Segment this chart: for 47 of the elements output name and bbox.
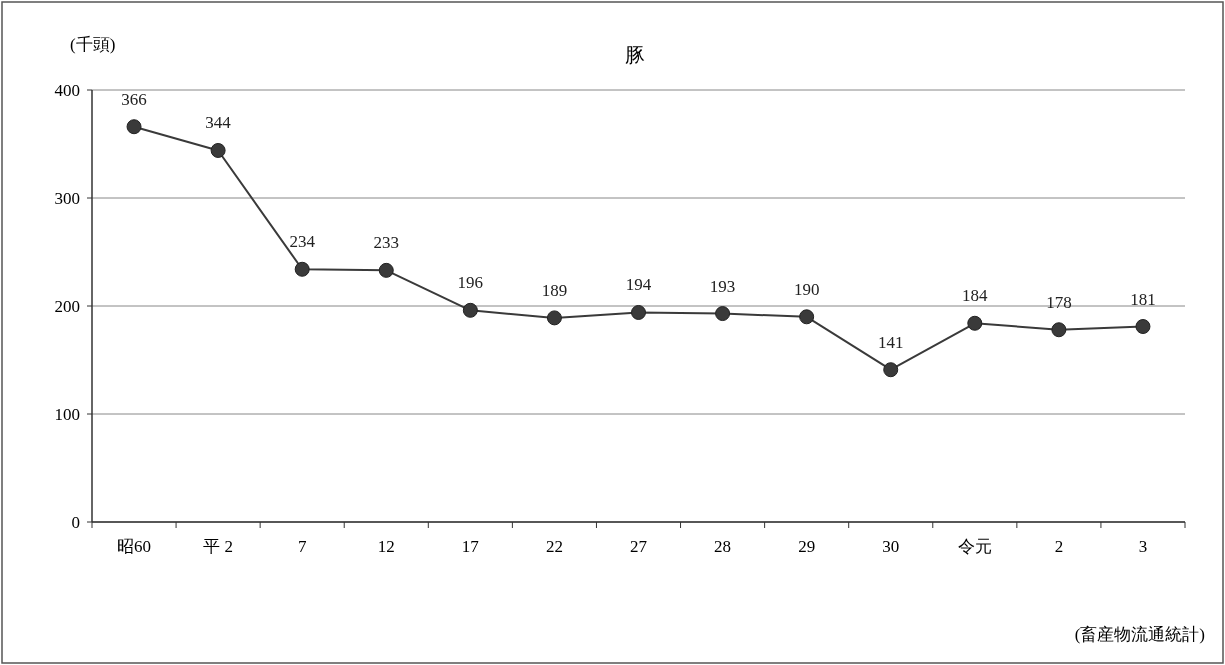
data-label: 178 bbox=[1046, 292, 1072, 312]
x-tick-label: 17 bbox=[461, 537, 480, 556]
data-label: 141 bbox=[877, 332, 904, 352]
data-label: 189 bbox=[541, 280, 568, 300]
data-label: 193 bbox=[709, 276, 736, 296]
data-label: 194 bbox=[625, 275, 652, 295]
data-label: 233 bbox=[373, 233, 400, 253]
point bbox=[967, 315, 983, 331]
x-tick-label: 令元 bbox=[957, 537, 992, 556]
x-tick-label: 30 bbox=[882, 537, 900, 556]
x-tick-label: 12 bbox=[377, 537, 395, 556]
y-tick-label: 200 bbox=[54, 296, 80, 316]
point bbox=[1135, 319, 1151, 335]
y-tick-label: 400 bbox=[54, 80, 80, 100]
point bbox=[294, 261, 310, 277]
y-tick-label: 0 bbox=[71, 512, 80, 532]
data-label: 344 bbox=[205, 113, 232, 133]
chart-title: 豚 bbox=[625, 44, 645, 66]
x-tick-label: 2 bbox=[1054, 537, 1064, 556]
data-label: 181 bbox=[1130, 289, 1156, 309]
x-tick-label: 3 bbox=[1138, 537, 1148, 556]
x-tick-label: 22 bbox=[545, 537, 563, 556]
data-label: 190 bbox=[793, 279, 820, 299]
data-label: 184 bbox=[962, 286, 989, 306]
point bbox=[546, 310, 562, 326]
point bbox=[631, 304, 646, 320]
point bbox=[126, 119, 142, 135]
data-label: 234 bbox=[289, 232, 316, 252]
point bbox=[462, 302, 478, 318]
point bbox=[1051, 322, 1067, 338]
data-label: 196 bbox=[457, 273, 484, 293]
y-tick-label: 300 bbox=[54, 188, 80, 208]
x-tick-label: 29 bbox=[798, 537, 816, 556]
data-label: 366 bbox=[121, 89, 147, 109]
point bbox=[715, 306, 731, 322]
point bbox=[799, 309, 815, 325]
text: (畜産物流通統計) bbox=[1074, 625, 1205, 644]
point bbox=[883, 362, 899, 378]
x-tick-label: 27 bbox=[630, 537, 648, 556]
point bbox=[378, 262, 394, 278]
y-tick-label: 100 bbox=[54, 404, 80, 424]
point bbox=[210, 142, 226, 158]
x-tick-label: 平 2 bbox=[203, 537, 233, 556]
y-axis-title: (千頭) bbox=[70, 35, 116, 54]
x-tick-label: 7 bbox=[297, 537, 307, 556]
x-tick-label: 昭60 bbox=[117, 537, 152, 556]
x-tick-label: 28 bbox=[714, 537, 732, 556]
